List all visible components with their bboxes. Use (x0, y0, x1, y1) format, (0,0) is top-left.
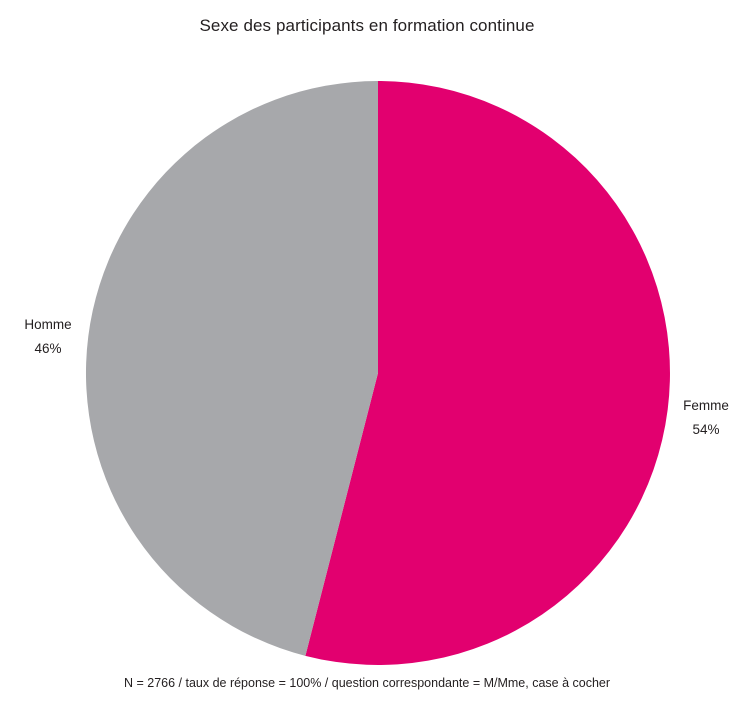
slice-label-femme: Femme (683, 398, 729, 413)
slice-label-homme: Homme (24, 317, 71, 332)
chart-title: Sexe des participants en formation conti… (199, 16, 535, 35)
slice-value-femme: 54% (692, 422, 719, 437)
slice-value-homme: 46% (34, 341, 61, 356)
chart-footnote: N = 2766 / taux de réponse = 100% / ques… (123, 676, 611, 690)
pie-slice-homme (85, 80, 379, 656)
pie-slice-femme (305, 81, 670, 665)
